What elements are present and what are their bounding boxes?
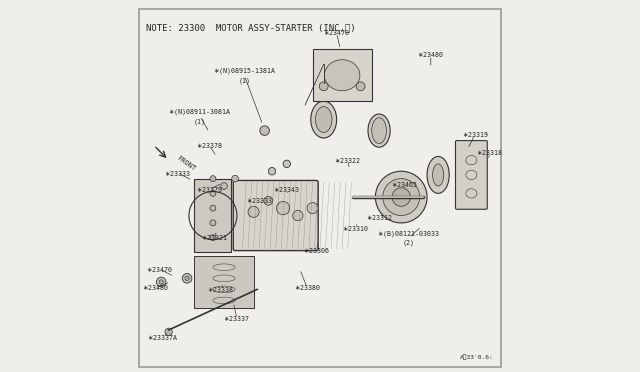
Circle shape: [156, 277, 166, 287]
Text: $\ast$23338: $\ast$23338: [207, 285, 234, 294]
Ellipse shape: [324, 60, 360, 91]
Circle shape: [319, 82, 328, 91]
Text: $\ast$23333: $\ast$23333: [246, 196, 273, 205]
Text: $\ast$23465: $\ast$23465: [392, 180, 419, 189]
Bar: [195, 179, 232, 253]
FancyBboxPatch shape: [233, 180, 318, 251]
Circle shape: [392, 188, 410, 206]
Text: $\ast$23333: $\ast$23333: [164, 169, 191, 177]
Circle shape: [307, 203, 318, 214]
Text: $\ast$23337A: $\ast$23337A: [147, 333, 179, 342]
Text: $\ast$23319: $\ast$23319: [461, 130, 488, 139]
Circle shape: [376, 171, 427, 223]
Text: $\ast$23310: $\ast$23310: [342, 224, 369, 233]
Text: $\ast$(N)08915-1381A
(1): $\ast$(N)08915-1381A (1): [212, 67, 276, 84]
Ellipse shape: [427, 157, 449, 193]
Circle shape: [210, 235, 216, 241]
Circle shape: [264, 196, 273, 205]
Circle shape: [383, 179, 420, 215]
Circle shape: [210, 205, 216, 211]
FancyBboxPatch shape: [456, 141, 487, 209]
Text: A※33′0.6:: A※33′0.6:: [460, 354, 493, 359]
Circle shape: [260, 126, 269, 135]
Circle shape: [185, 276, 189, 280]
Text: NOTE: 23300  MOTOR ASSY-STARTER (INC,※): NOTE: 23300 MOTOR ASSY-STARTER (INC,※): [147, 23, 356, 32]
Circle shape: [210, 190, 216, 196]
Text: $\ast$23380: $\ast$23380: [294, 283, 321, 292]
Text: $\ast$23306: $\ast$23306: [303, 246, 330, 255]
Circle shape: [159, 280, 163, 284]
Circle shape: [276, 202, 290, 215]
Text: $\ast$23337: $\ast$23337: [223, 314, 250, 323]
Ellipse shape: [316, 107, 332, 132]
Text: $\ast$(B)08121-03033
(2): $\ast$(B)08121-03033 (2): [377, 229, 440, 246]
Text: $\ast$23322: $\ast$23322: [334, 155, 361, 165]
Text: $\ast$23343: $\ast$23343: [273, 185, 300, 194]
Circle shape: [268, 167, 276, 175]
Text: $\ast$23318: $\ast$23318: [476, 148, 503, 157]
Text: $\ast$23470: $\ast$23470: [323, 28, 350, 37]
Text: $\ast$(N)08911-3081A
(1): $\ast$(N)08911-3081A (1): [168, 107, 232, 125]
Text: $\ast$23378: $\ast$23378: [196, 141, 223, 150]
Text: $\ast$23379: $\ast$23379: [196, 185, 223, 194]
Bar: [312, 49, 372, 101]
Circle shape: [182, 273, 192, 283]
Circle shape: [356, 82, 365, 91]
Circle shape: [232, 175, 239, 182]
Circle shape: [283, 160, 291, 167]
Ellipse shape: [372, 118, 387, 144]
Ellipse shape: [311, 101, 337, 138]
Text: $\ast$23480: $\ast$23480: [142, 283, 169, 292]
Circle shape: [292, 211, 303, 221]
Text: $\ast$23321: $\ast$23321: [201, 233, 228, 242]
Circle shape: [248, 206, 259, 217]
Circle shape: [210, 220, 216, 226]
Ellipse shape: [368, 114, 390, 147]
Circle shape: [165, 328, 172, 336]
Bar: [195, 256, 253, 308]
Circle shape: [210, 176, 216, 182]
Text: $\ast$23480: $\ast$23480: [417, 51, 444, 60]
Ellipse shape: [433, 164, 444, 186]
Text: $\ast$23470: $\ast$23470: [146, 264, 173, 273]
Text: $\ast$23312: $\ast$23312: [365, 213, 392, 222]
Circle shape: [221, 183, 227, 189]
Text: FRONT: FRONT: [176, 155, 197, 172]
